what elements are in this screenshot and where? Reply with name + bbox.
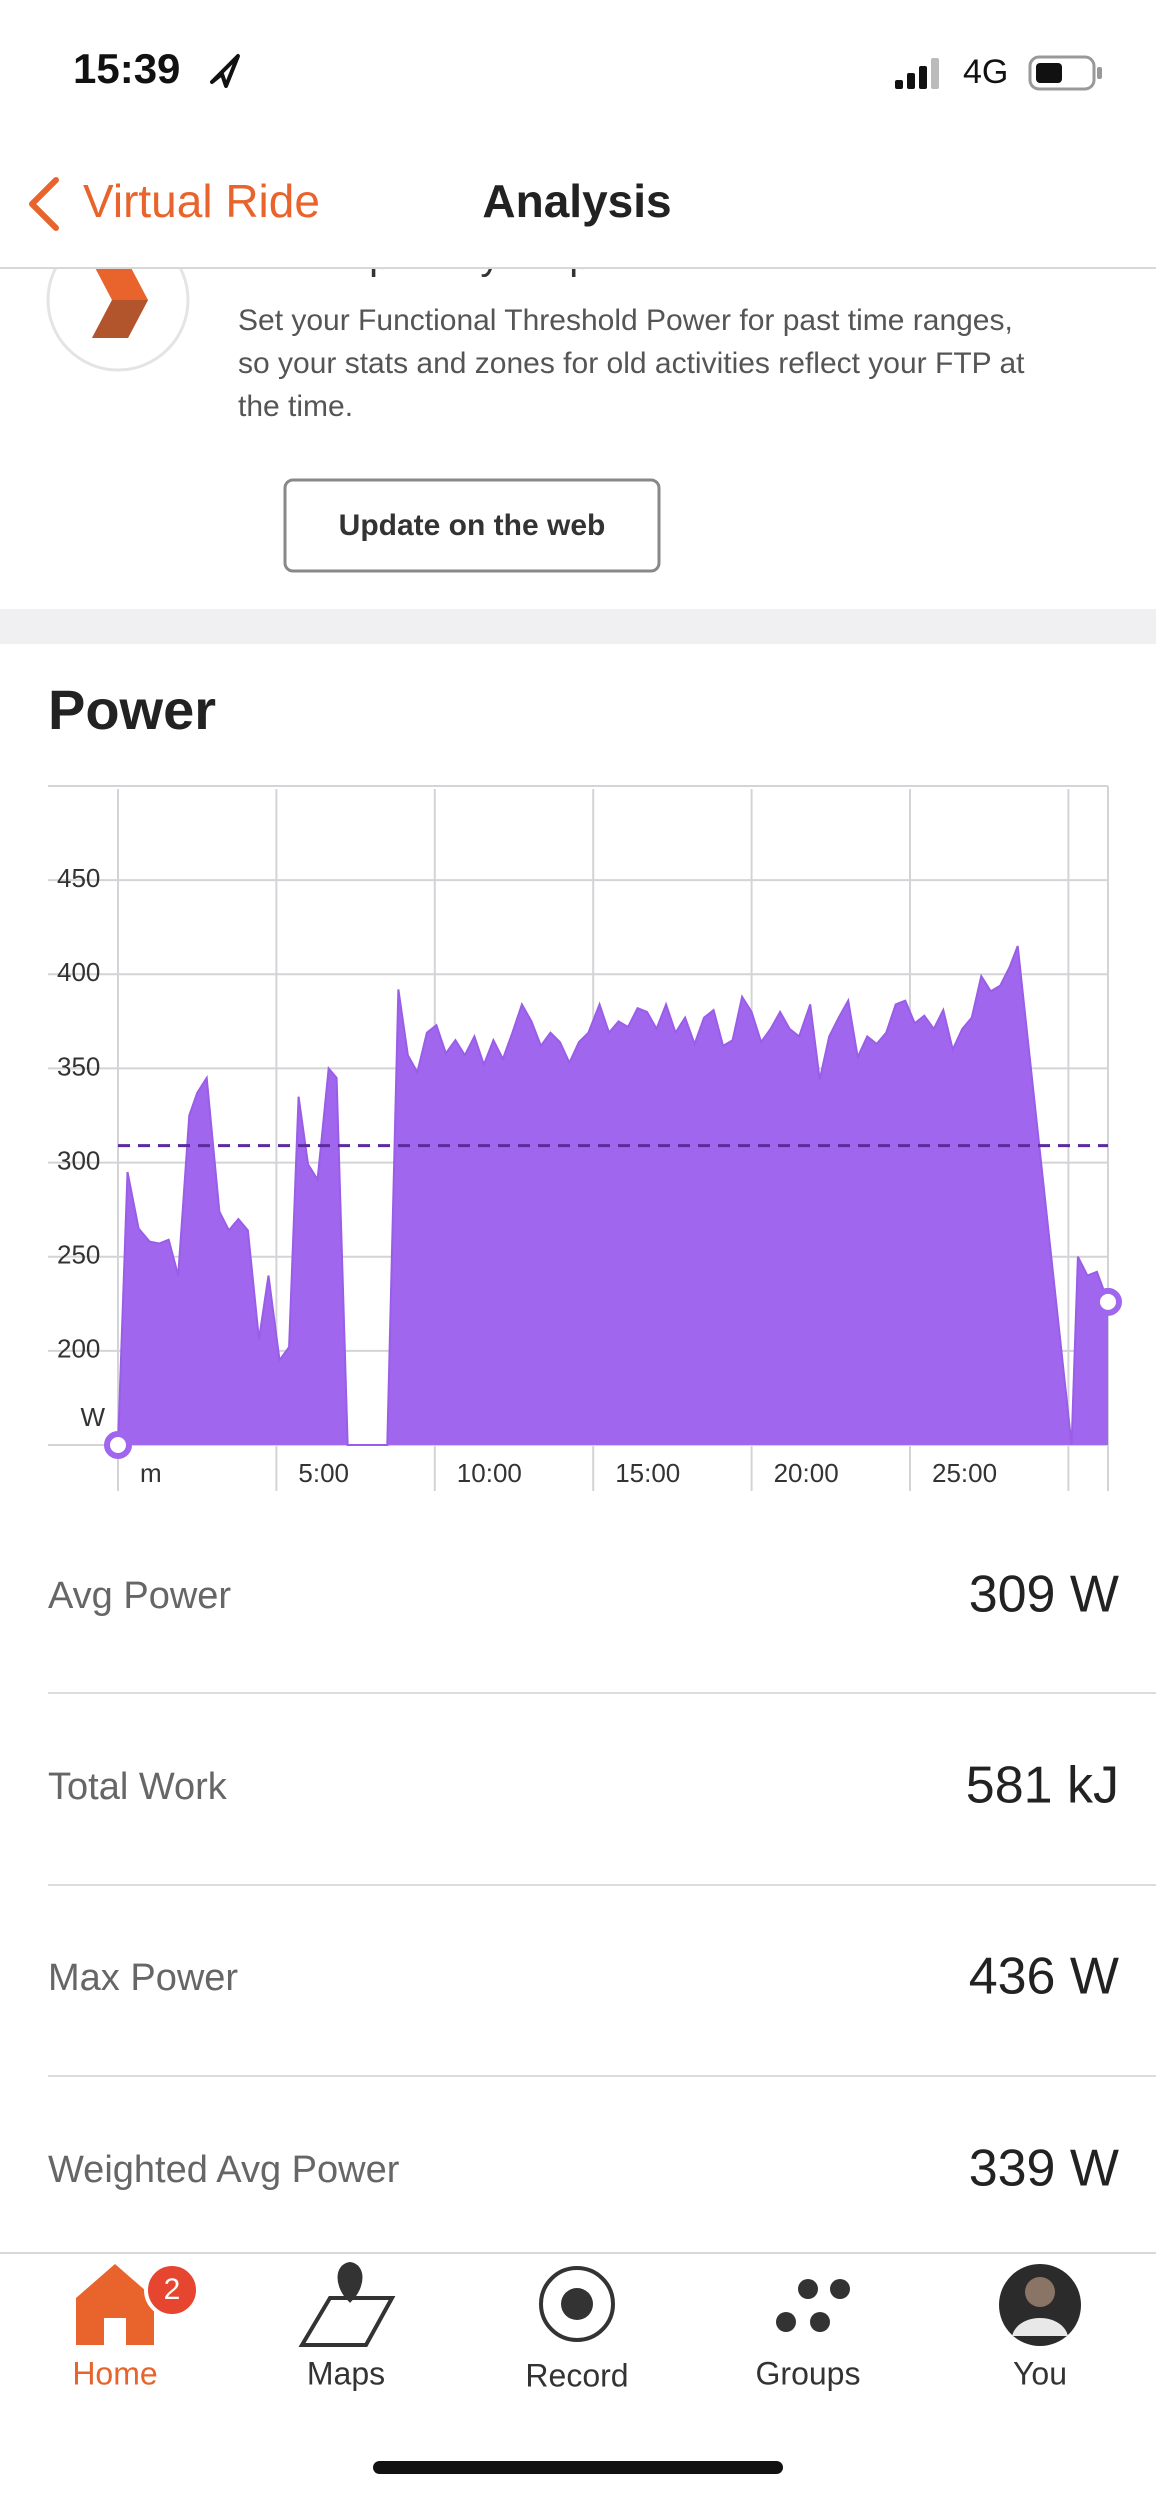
x-tick-label: 10:00 <box>457 1458 522 1488</box>
y-tick-label: W <box>80 1402 105 1432</box>
y-tick-label: 300 <box>57 1145 100 1175</box>
groups-icon[interactable] <box>776 2279 850 2332</box>
banner-text: Set your Functional Threshold Power for … <box>238 304 1013 337</box>
update-button[interactable] <box>283 478 661 573</box>
record-icon[interactable] <box>539 2266 615 2342</box>
banner-text: so your stats and zones for old activiti… <box>238 347 1025 380</box>
y-tick-label: 200 <box>57 1334 100 1364</box>
x-tick-label: 15:00 <box>615 1458 680 1488</box>
status-time: 15:39 <box>73 45 180 92</box>
area-fill <box>118 946 1108 1445</box>
y-tick-label: 250 <box>57 1240 100 1270</box>
home-icon[interactable] <box>76 2264 154 2345</box>
banner-text: the time. <box>238 390 353 423</box>
nav-title: Analysis <box>482 175 671 227</box>
record-dot[interactable] <box>561 2288 593 2320</box>
avatar-body <box>1012 2318 1068 2336</box>
stat-value: 581 kJ <box>966 1757 1119 1815</box>
range-handle <box>1094 1287 1122 1316</box>
tab-label[interactable]: You <box>1013 2355 1067 2391</box>
badge-count: 2 <box>164 2273 181 2306</box>
y-tick-label: 350 <box>57 1051 100 1081</box>
notification-badge <box>144 2262 200 2318</box>
stat-label: Weighted Avg Power <box>48 2149 400 2191</box>
banner-logo-shade <box>92 300 148 338</box>
stat-label: Total Work <box>48 1766 228 1808</box>
section-separator <box>0 609 1156 644</box>
tab-label[interactable]: Maps <box>307 2355 385 2391</box>
home-indicator <box>373 2461 783 2474</box>
network-type: 4G <box>963 53 1008 91</box>
update-button-label[interactable]: Update on the web <box>339 509 606 542</box>
area-line <box>117 945 1109 1446</box>
tab-label[interactable]: Record <box>525 2357 628 2393</box>
stat-value: 339 W <box>969 2140 1119 2198</box>
tab-label[interactable]: Groups <box>756 2355 861 2391</box>
banner-title: New: Update your past FTP <box>238 234 732 278</box>
y-tick-label: 450 <box>57 863 100 893</box>
maps-icon[interactable] <box>298 2261 396 2347</box>
back-chevron[interactable] <box>29 177 59 231</box>
stat-value: 309 W <box>969 1566 1119 1624</box>
back-button[interactable]: Virtual Ride <box>83 175 320 227</box>
signal-icon <box>895 58 939 89</box>
tab-label[interactable]: Home <box>72 2355 157 2391</box>
x-tick-label: 25:00 <box>932 1458 997 1488</box>
location-icon <box>210 54 240 88</box>
power-chart: W 200 250 300 350 400 450 m 5:00 10:00 15:00 20:00 2… <box>48 785 1122 1491</box>
x-tick-label: 5:00 <box>298 1458 349 1488</box>
x-tick-label: m <box>140 1458 162 1488</box>
stat-value: 436 W <box>969 1948 1119 2006</box>
y-tick-label: 400 <box>57 957 100 987</box>
x-tick-label: 20:00 <box>774 1458 839 1488</box>
stat-label: Avg Power <box>48 1575 231 1617</box>
section-title: Power <box>48 678 216 741</box>
battery-icon <box>1028 55 1102 91</box>
avatar-face <box>1025 2277 1055 2307</box>
range-handle <box>104 1431 132 1459</box>
stat-label: Max Power <box>48 1957 238 1999</box>
